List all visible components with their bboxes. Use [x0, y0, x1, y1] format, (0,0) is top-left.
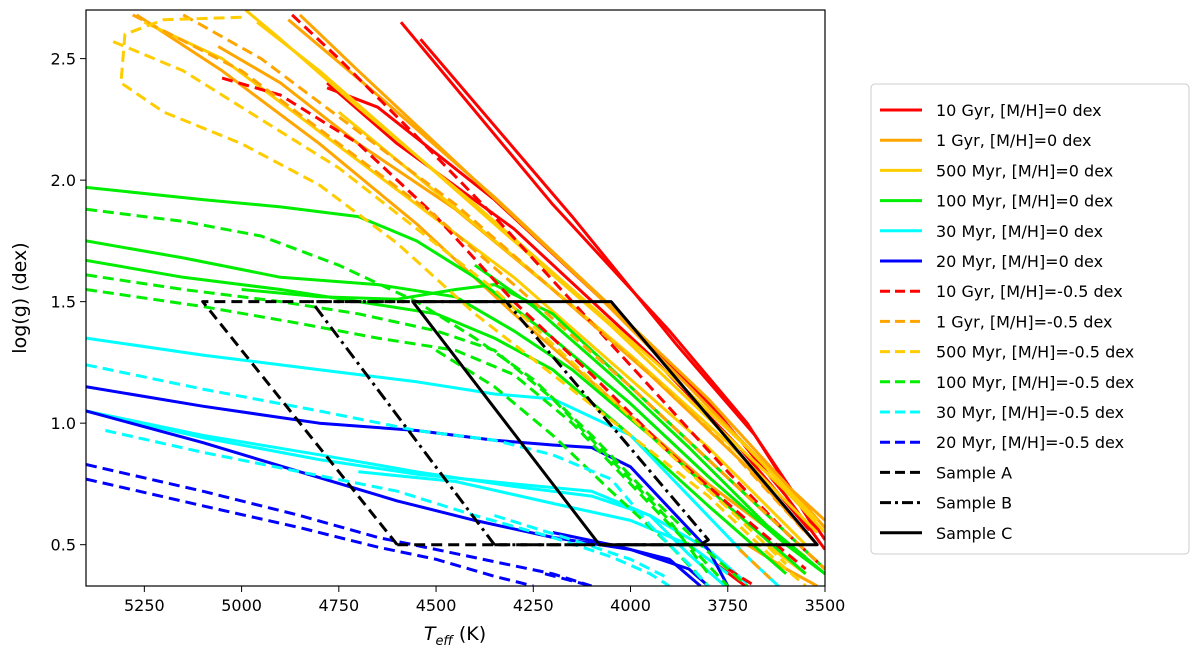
y-tick-label-4: 2.5 — [51, 50, 76, 69]
legend-label-0: 10 Gyr, [M/H]=0 dex — [936, 101, 1102, 120]
y-axis-label: log(g) (dex) — [9, 242, 31, 353]
legend-label-8: 500 Myr, [M/H]=-0.5 dex — [936, 343, 1134, 362]
series-0-line-1 — [419, 38, 825, 541]
legend-label-10: 30 Myr, [M/H]=-0.5 dex — [936, 403, 1124, 422]
legend-box — [870, 83, 1190, 555]
x-axis-label-unit: (K) — [453, 623, 486, 645]
series-11-line-2 — [544, 572, 592, 586]
legend-label-6: 10 Gyr, [M/H]=-0.5 dex — [936, 282, 1123, 301]
x-tick-label-3: 4500 — [416, 596, 457, 615]
legend-label-14: Sample C — [936, 524, 1012, 543]
legend-label-3: 100 Myr, [M/H]=0 dex — [936, 192, 1113, 211]
series-10-line-1 — [105, 429, 671, 586]
legend-label-1: 1 Gyr, [M/H]=0 dex — [936, 131, 1091, 150]
series-6-line-2 — [727, 567, 756, 586]
series-13-line-0 — [310, 300, 710, 547]
series-5-line-1 — [86, 409, 710, 586]
x-axis-label-main: T — [424, 623, 437, 645]
x-tick-label-2: 4750 — [318, 596, 359, 615]
legend-label-12: Sample A — [936, 463, 1012, 482]
series-14 — [411, 300, 819, 547]
series-8-line-1 — [112, 40, 788, 566]
x-tick-label-5: 4000 — [610, 596, 651, 615]
series-3-line-0 — [86, 185, 825, 576]
y-tick-label-0: 0.5 — [51, 536, 76, 555]
series-9-line-1 — [86, 288, 729, 586]
series-8-line-0 — [119, 15, 807, 586]
series-2-line-1 — [256, 21, 825, 534]
series-0-line-2 — [326, 86, 825, 551]
series-4-line-1 — [86, 409, 749, 585]
legend-label-4: 30 Myr, [M/H]=0 dex — [936, 222, 1103, 241]
legend-label-11: 20 Myr, [M/H]=-0.5 dex — [936, 433, 1124, 452]
series-3-line-4 — [474, 263, 825, 575]
x-axis-ticks: 5250 5000 4750 4500 4250 4000 3750 3500 — [124, 586, 845, 615]
legend-label-5: 20 Myr, [M/H]=0 dex — [936, 252, 1103, 271]
series-4-line-2 — [86, 409, 728, 586]
series-5-line-2 — [552, 531, 702, 586]
series-9-line-0 — [86, 207, 749, 586]
legend: 10 Gyr, [M/H]=0 dex 1 Gyr, [M/H]=0 dex 500… — [870, 83, 1190, 555]
x-tick-label-7: 3500 — [805, 596, 846, 615]
x-axis-label: Teff (K) — [424, 623, 486, 649]
series-1-line-1 — [287, 18, 825, 529]
legend-label-13: Sample B — [936, 494, 1012, 513]
y-tick-label-3: 2.0 — [51, 171, 76, 190]
x-tick-label-1: 5000 — [221, 596, 262, 615]
x-tick-label-4: 4250 — [513, 596, 554, 615]
series-3-line-2 — [86, 258, 788, 575]
series-1-line-3 — [135, 13, 807, 559]
x-axis-label-sub: eff — [435, 634, 454, 649]
series-7-line-1 — [182, 13, 807, 534]
legend-label-7: 1 Gyr, [M/H]=-0.5 dex — [936, 312, 1113, 331]
series-layer — [86, 10, 825, 586]
series-12-line-1 — [201, 300, 405, 546]
x-tick-label-6: 3750 — [707, 596, 748, 615]
series-8 — [112, 15, 807, 586]
series-10-line-2 — [493, 514, 671, 581]
series-7-line-2 — [738, 548, 772, 580]
series-4-line-0 — [86, 336, 781, 586]
legend-label-9: 100 Myr, [M/H]=-0.5 dex — [936, 373, 1134, 392]
plot-frame — [85, 9, 826, 587]
series-14-line-0 — [411, 300, 819, 547]
legend-label-2: 500 Myr, [M/H]=0 dex — [936, 161, 1113, 180]
series-5-line-0 — [86, 385, 730, 586]
x-tick-label-0: 5250 — [124, 596, 165, 615]
series-13 — [310, 300, 710, 547]
series-9 — [86, 207, 749, 586]
series-0-line-3 — [326, 81, 811, 532]
series-11-line-1 — [86, 477, 534, 586]
y-tick-label-1: 1.0 — [51, 414, 76, 433]
y-tick-label-2: 1.5 — [51, 293, 76, 312]
series-12 — [201, 300, 647, 547]
y-axis-ticks: 0.5 1.0 1.5 2.0 2.5 — [51, 50, 86, 555]
series-9-line-2 — [86, 273, 710, 575]
